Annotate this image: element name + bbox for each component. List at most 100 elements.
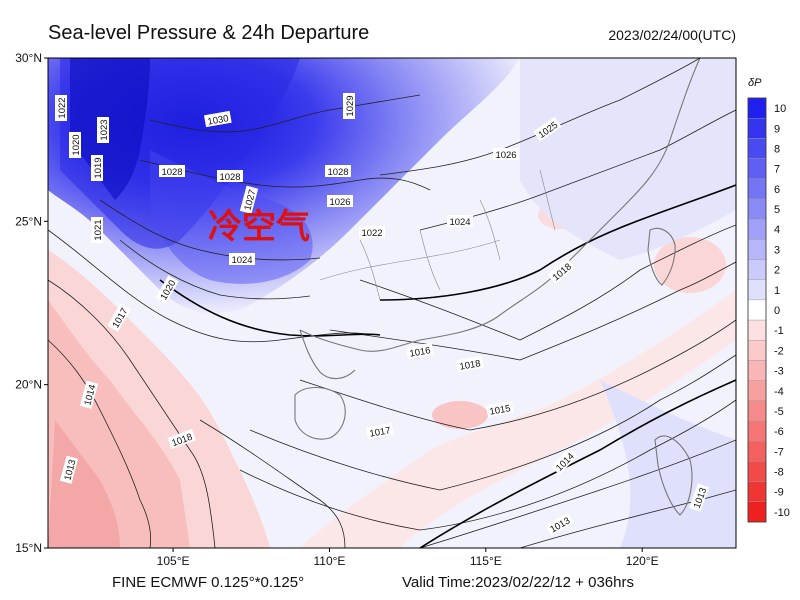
colorbar-level: -3 [774, 366, 784, 378]
colorbar-level: 5 [774, 204, 780, 216]
isobar-label-text: 1028 [327, 167, 348, 178]
colorbar-swatch [747, 178, 767, 200]
isobar-label-text: 1014 [82, 383, 98, 406]
colorbar-swatch [747, 117, 767, 139]
cold-air-annotation: 冷空气 [208, 207, 310, 247]
colorbar-level: 3 [774, 244, 780, 256]
isobar-label: 1026 [493, 148, 519, 161]
colorbar-level: 8 [774, 143, 780, 155]
longitude-labels: 105°E 110°E 115°E 120°E [157, 554, 659, 568]
isobar-label: 1014 [79, 380, 99, 409]
isobar-label: 1030 [203, 110, 232, 128]
colorbar-swatch [747, 481, 767, 503]
isobar-label: 1022 [359, 226, 385, 239]
lon-label: 120°E [626, 554, 659, 568]
lat-label: 25°N [15, 214, 42, 228]
isobar-label-text: 1022 [361, 228, 382, 239]
province-borders [319, 169, 556, 301]
lat-label: 15°N [15, 541, 42, 555]
colorbar-swatch [747, 299, 767, 321]
isobar-label: 1023 [97, 117, 110, 143]
isobar-label-text: 1020 [71, 134, 82, 155]
isobar-label: 1022 [55, 95, 68, 121]
colorbar-level: -9 [774, 487, 784, 499]
isobar-label: 1018 [455, 355, 484, 373]
isobar-label: 1021 [91, 217, 104, 243]
isobar-label-text: 1022 [57, 97, 68, 118]
isobar-label-text: 1028 [219, 172, 240, 183]
colorbar-level: 9 [774, 123, 780, 135]
colorbar-level: -6 [774, 426, 784, 438]
isobar-label-text: 1023 [99, 119, 110, 140]
isobar-label-text: 1013 [62, 458, 78, 481]
isobar-label: 1024 [229, 253, 255, 266]
isobar-label: 1027 [239, 185, 259, 214]
colorbar-swatch [747, 420, 767, 442]
coastline [294, 58, 701, 516]
colorbar-level: -8 [774, 467, 784, 479]
colorbar-swatch [747, 97, 767, 119]
isobar-label: 1026 [327, 195, 353, 208]
colorbar-level: 6 [774, 184, 780, 196]
map-field [48, 58, 736, 548]
colorbar-level: 4 [774, 224, 780, 236]
colorbar-swatch [747, 198, 767, 220]
chart-title: Sea-level Pressure & 24h Departure [48, 22, 370, 44]
isobar-label: 1016 [405, 342, 434, 360]
colorbar-level: -2 [774, 345, 784, 357]
isobar-label: 1019 [91, 155, 104, 181]
colorbar-swatch [747, 380, 767, 402]
colorbar-swatch [747, 319, 767, 341]
colorbar-level: -7 [774, 446, 784, 458]
colorbar-level: 1 [774, 285, 780, 297]
isobar-label: 1029 [343, 93, 356, 119]
thick-isobars [159, 184, 736, 548]
axis-ticks [44, 57, 643, 552]
colorbar-swatch [747, 441, 767, 462]
colorbar-swatch [747, 501, 767, 523]
colorbar-level: -10 [774, 507, 790, 519]
isobar-label: 1028 [159, 165, 185, 178]
isobar-label: 1024 [447, 215, 473, 228]
map-datetime: 2023/02/24/00(UTC) [608, 27, 736, 43]
colorbar-title: δP [748, 77, 762, 89]
lon-label: 115°E [470, 554, 502, 568]
colorbar-level: -4 [774, 386, 784, 398]
isobar-label: 1028 [217, 170, 243, 183]
colorbar-level: -5 [774, 406, 784, 418]
isobar-label-text: 1018 [459, 358, 482, 373]
lon-label: 105°E [157, 554, 190, 568]
map-frame [47, 57, 737, 549]
colorbar-level: 10 [774, 103, 786, 115]
colorbar-swatch [747, 340, 767, 361]
colorbar-swatch [747, 360, 767, 381]
colorbar-swatch [747, 138, 767, 159]
isobar-label: 1015 [485, 400, 514, 418]
isobar-label: 1028 [325, 165, 351, 178]
colorbar-swatch [747, 218, 767, 240]
isobar-label-text: 1024 [449, 217, 470, 228]
colorbar-level: 0 [774, 305, 780, 317]
colorbar-swatch [747, 158, 767, 179]
colorbar-level: -1 [774, 325, 784, 337]
isobar-label-text: 1016 [409, 345, 432, 360]
isobar-label-text: 1021 [93, 219, 104, 240]
isobar-label-text: 1017 [369, 425, 392, 440]
valid-time-label: Valid Time:2023/02/22/12 + 036hrs [402, 574, 634, 591]
isobar-label: 1020 [69, 132, 82, 158]
colorbar-swatch [747, 239, 767, 260]
isobar-label-text: 1019 [93, 157, 104, 178]
isobar-label-text: 1026 [329, 197, 350, 208]
lat-label: 20°N [15, 378, 42, 392]
isobar-label-text: 1015 [489, 403, 512, 418]
latitude-labels: 30°N 25°N 20°N 15°N [15, 51, 42, 555]
colorbar-swatch [747, 259, 767, 280]
isobar-label: 1013 [59, 455, 79, 484]
colorbar-swatch [747, 400, 767, 422]
isobar-label-text: 1029 [345, 95, 356, 116]
colorbar-level: 7 [774, 164, 780, 176]
isobar-labels: 1022 1021 1020 1019 1017 1023 1028 1030 1029 1027… [55, 93, 709, 536]
isobar-label-text: 1026 [495, 150, 516, 161]
